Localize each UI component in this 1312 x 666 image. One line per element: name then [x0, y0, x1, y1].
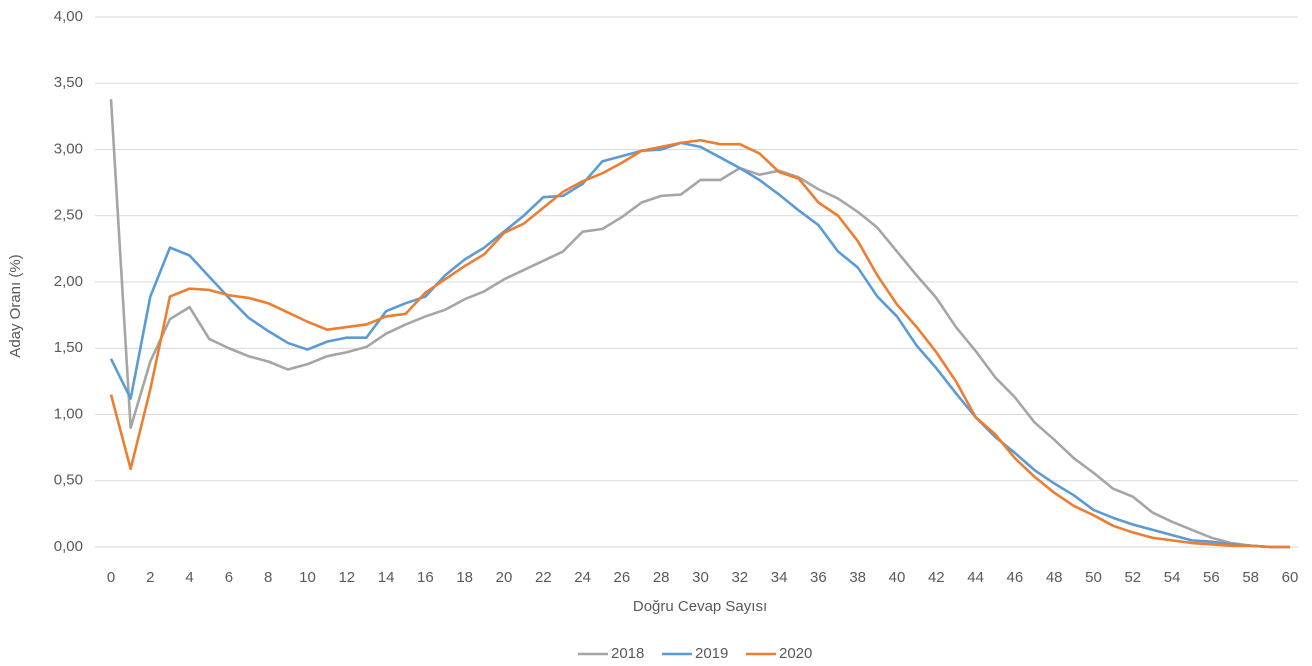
y-axis-label: Aday Oranı (%)	[7, 254, 24, 357]
y-tick-label: 3,50	[54, 74, 83, 91]
x-tick-label: 12	[338, 569, 355, 586]
x-tick-label: 50	[1085, 569, 1102, 586]
legend-label: 2019	[695, 645, 728, 662]
x-tick-label: 26	[614, 569, 631, 586]
x-tick-label: 4	[185, 569, 193, 586]
x-tick-label: 52	[1124, 569, 1141, 586]
x-tick-label: 44	[967, 569, 984, 586]
x-tick-label: 60	[1282, 569, 1299, 586]
x-tick-label: 58	[1242, 569, 1259, 586]
x-tick-label: 16	[417, 569, 434, 586]
x-tick-label: 8	[264, 569, 272, 586]
y-tick-label: 0,00	[54, 538, 83, 555]
y-tick-label: 0,50	[54, 472, 83, 489]
y-tick-label: 1,00	[54, 405, 83, 422]
series-line	[109, 138, 1290, 549]
x-tick-label: 14	[378, 569, 395, 586]
x-tick-label: 18	[456, 569, 473, 586]
x-tick-label: 22	[535, 569, 552, 586]
series-line	[109, 141, 1290, 549]
x-tick-label: 30	[692, 569, 709, 586]
x-tick-label: 56	[1203, 569, 1220, 586]
x-axis-label: Doğru Cevap Sayısı	[633, 598, 767, 615]
legend-label: 2018	[611, 645, 644, 662]
x-tick-label: 36	[810, 569, 827, 586]
x-tick-label: 28	[653, 569, 670, 586]
x-tick-label: 54	[1164, 569, 1181, 586]
x-tick-label: 32	[731, 569, 748, 586]
legend-label: 2020	[779, 645, 812, 662]
x-tick-label: 20	[496, 569, 513, 586]
x-tick-label: 40	[889, 569, 906, 586]
series-line	[109, 99, 1290, 549]
x-tick-label: 48	[1046, 569, 1063, 586]
x-tick-label: 42	[928, 569, 945, 586]
y-tick-label: 2,50	[54, 207, 83, 224]
y-tick-label: 3,00	[54, 140, 83, 157]
x-tick-label: 10	[299, 569, 316, 586]
y-tick-label: 1,50	[54, 339, 83, 356]
x-tick-label: 0	[107, 569, 115, 586]
x-tick-label: 2	[146, 569, 154, 586]
x-tick-label: 34	[771, 569, 788, 586]
y-tick-label: 4,00	[54, 8, 83, 25]
y-tick-label: 2,00	[54, 273, 83, 290]
x-tick-label: 38	[849, 569, 866, 586]
x-tick-label: 24	[574, 569, 591, 586]
x-tick-label: 46	[1007, 569, 1024, 586]
x-tick-label: 6	[225, 569, 233, 586]
